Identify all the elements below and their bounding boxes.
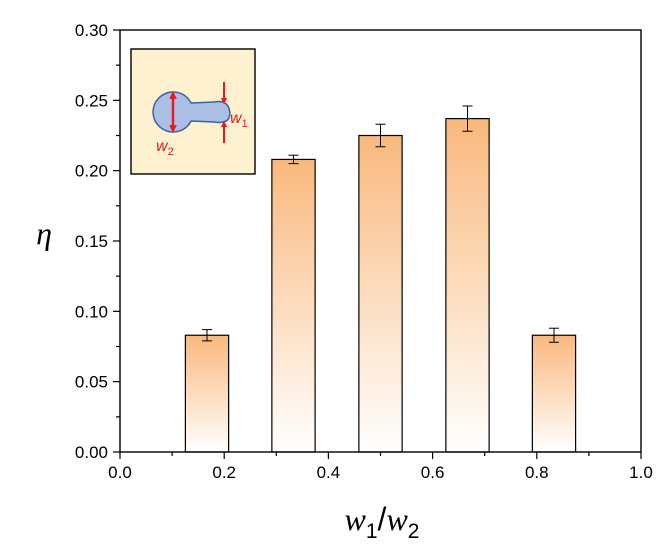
x-tick-label: 0.6 xyxy=(421,463,445,482)
y-tick-label: 0.25 xyxy=(75,91,108,110)
x-tick-label: 0.2 xyxy=(212,463,236,482)
x-title-slash: / xyxy=(378,501,387,537)
y-tick-label: 0.20 xyxy=(75,162,108,181)
inset-w1-base: w xyxy=(230,110,243,127)
bar xyxy=(531,334,577,453)
x-title-w2: w xyxy=(386,501,408,537)
inset-w2-base: w xyxy=(156,138,169,155)
x-title-w1: w xyxy=(345,501,367,537)
inset-w2-sub: 2 xyxy=(168,146,174,158)
x-tick-label: 1.0 xyxy=(629,463,653,482)
y-axis-title: η xyxy=(36,215,52,251)
x-title-sub1: 1 xyxy=(366,520,378,543)
inset-label-w1: w1 xyxy=(230,110,248,130)
y-tick-label: 0.10 xyxy=(75,302,108,321)
x-tick-label: 0.4 xyxy=(317,463,341,482)
tick-labels: 0.0 0.2 0.4 0.6 0.8 1.0 0.00 0.05 0.10 0.15 0.20 0.… xyxy=(75,21,653,482)
bar xyxy=(184,334,230,453)
x-tick-label: 0.8 xyxy=(525,463,549,482)
inset-label-w2: w2 xyxy=(156,138,174,158)
x-tick-label: 0.0 xyxy=(108,463,132,482)
x-axis-title: w1/w2 xyxy=(345,501,420,543)
bar xyxy=(271,158,316,453)
y-tick-label: 0.05 xyxy=(75,373,108,392)
error-bars-layer xyxy=(202,105,559,343)
inset-schematic: w1 w2 xyxy=(130,48,256,175)
bar xyxy=(358,134,403,453)
inset-w1-sub: 1 xyxy=(242,118,248,130)
y-tick-label: 0.00 xyxy=(75,443,108,462)
axis-ticks xyxy=(113,29,642,459)
y-tick-label: 0.30 xyxy=(75,21,108,40)
x-title-sub2: 2 xyxy=(408,520,420,543)
bar xyxy=(445,118,490,453)
y-tick-label: 0.15 xyxy=(75,232,108,251)
